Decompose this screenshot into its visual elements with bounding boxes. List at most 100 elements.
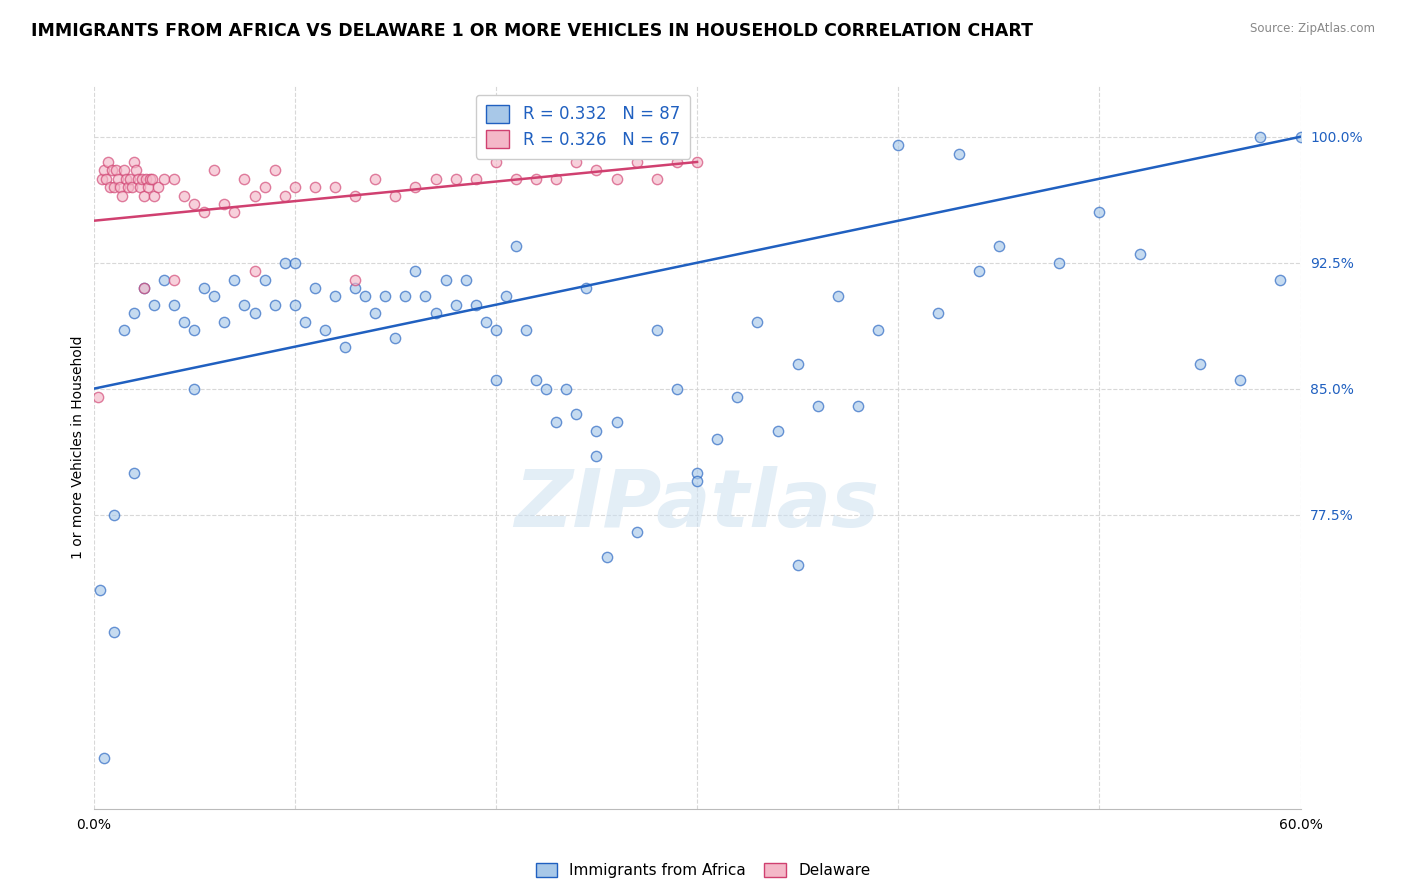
Point [485, 155, 508, 169]
Point [233, 171, 256, 186]
Point [100, 163, 122, 178]
Point [136, 180, 159, 194]
Y-axis label: 1 or more Vehicles in Household: 1 or more Vehicles in Household [72, 335, 86, 559]
Point [108, 180, 131, 194]
Point [384, 331, 406, 345]
Point [202, 289, 225, 303]
Point [565, 155, 588, 169]
Point [725, 390, 748, 404]
Point [202, 163, 225, 178]
Point [314, 323, 336, 337]
Point [444, 171, 467, 186]
Point [112, 163, 135, 178]
Point [485, 323, 508, 337]
Point [263, 298, 285, 312]
Point [153, 272, 176, 286]
Point [135, 171, 157, 186]
Point [141, 171, 163, 186]
Point [505, 239, 527, 253]
Point [585, 163, 607, 178]
Point [98, 180, 121, 194]
Point [284, 298, 307, 312]
Point [112, 323, 135, 337]
Point [104, 163, 127, 178]
Point [153, 171, 176, 186]
Point [606, 415, 628, 429]
Point [1289, 129, 1312, 144]
Point [333, 340, 356, 354]
Point [127, 171, 149, 186]
Point [163, 171, 186, 186]
Point [193, 205, 215, 219]
Point [273, 188, 295, 202]
Point [117, 180, 139, 194]
Point [89, 583, 111, 598]
Point [546, 415, 568, 429]
Point [243, 264, 266, 278]
Point [103, 508, 125, 522]
Legend: Immigrants from Africa, Delaware: Immigrants from Africa, Delaware [530, 857, 876, 884]
Point [214, 197, 236, 211]
Point [128, 180, 150, 194]
Point [384, 188, 406, 202]
Point [122, 466, 145, 480]
Point [284, 180, 307, 194]
Point [294, 314, 316, 328]
Point [665, 382, 688, 396]
Point [132, 281, 155, 295]
Point [575, 281, 598, 295]
Point [686, 155, 709, 169]
Point [606, 171, 628, 186]
Point [585, 424, 607, 438]
Point [595, 549, 617, 564]
Point [766, 424, 789, 438]
Point [304, 180, 326, 194]
Point [214, 314, 236, 328]
Point [927, 306, 949, 320]
Point [364, 171, 387, 186]
Point [173, 188, 195, 202]
Point [665, 155, 688, 169]
Point [163, 272, 186, 286]
Point [122, 306, 145, 320]
Point [139, 171, 162, 186]
Point [132, 188, 155, 202]
Point [425, 171, 447, 186]
Legend: R = 0.332   N = 87, R = 0.326   N = 67: R = 0.332 N = 87, R = 0.326 N = 67 [477, 95, 690, 159]
Point [546, 171, 568, 186]
Point [163, 298, 186, 312]
Point [485, 373, 508, 387]
Point [1188, 357, 1211, 371]
Point [344, 281, 367, 295]
Point [243, 306, 266, 320]
Point [626, 155, 648, 169]
Point [354, 289, 377, 303]
Point [93, 751, 115, 765]
Point [987, 239, 1010, 253]
Point [706, 432, 728, 446]
Point [224, 272, 246, 286]
Point [118, 171, 141, 186]
Point [253, 180, 276, 194]
Point [142, 188, 165, 202]
Point [434, 272, 457, 286]
Point [415, 289, 437, 303]
Point [111, 188, 134, 202]
Point [475, 314, 498, 328]
Point [97, 155, 120, 169]
Point [686, 466, 709, 480]
Point [645, 171, 668, 186]
Point [747, 314, 769, 328]
Point [114, 171, 136, 186]
Point [323, 289, 346, 303]
Point [121, 180, 143, 194]
Point [425, 306, 447, 320]
Point [125, 163, 148, 178]
Point [304, 281, 326, 295]
Point [1088, 205, 1111, 219]
Point [142, 298, 165, 312]
Point [948, 146, 970, 161]
Point [90, 171, 112, 186]
Point [464, 171, 486, 186]
Point [394, 289, 416, 303]
